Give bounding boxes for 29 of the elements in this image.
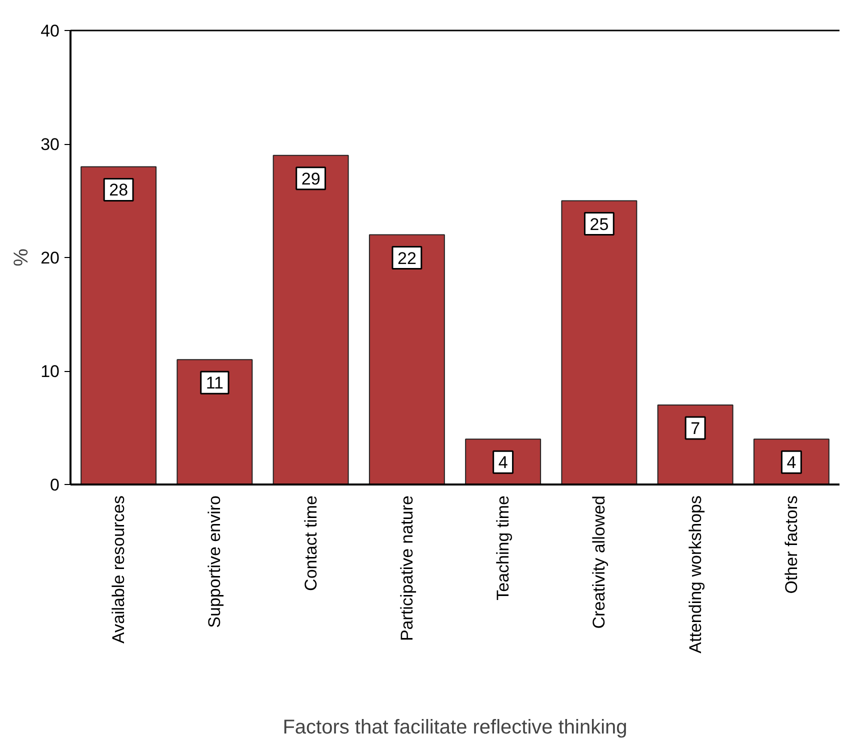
data-label: 28	[109, 180, 128, 200]
data-label: 7	[690, 419, 700, 438]
data-label: 11	[206, 374, 224, 393]
bar	[176, 359, 253, 484]
x-tick-label: Other factors	[782, 495, 801, 594]
x-tick-label: Participative nature	[397, 495, 416, 642]
y-tick-label: 30	[40, 135, 60, 154]
bar	[657, 404, 734, 484]
data-label: 4	[786, 453, 796, 472]
x-axis-title: Factors that facilitate reflective thinking	[282, 716, 628, 738]
y-tick-label: 20	[40, 248, 60, 268]
bar	[272, 154, 349, 484]
y-tick-label: 40	[40, 22, 60, 40]
x-tick-label: Contact time	[301, 495, 320, 591]
x-tick-label: Supportive enviro	[205, 495, 224, 628]
x-tick-label: Available resources	[109, 496, 128, 644]
data-label: 25	[590, 214, 609, 234]
bar	[368, 234, 445, 484]
y-tick-label: 0	[50, 476, 60, 494]
data-label: 22	[397, 248, 416, 268]
data-label: 4	[498, 453, 508, 472]
x-tick-label: Teaching time	[494, 496, 513, 600]
y-axis-title: %	[10, 248, 33, 266]
x-tick-label: Attending workshops	[686, 495, 705, 654]
bar	[80, 166, 157, 484]
x-tick-label: Creativity allowed	[590, 495, 609, 629]
bar	[561, 200, 638, 484]
y-tick-label: 10	[40, 362, 60, 381]
data-label: 29	[301, 169, 320, 188]
